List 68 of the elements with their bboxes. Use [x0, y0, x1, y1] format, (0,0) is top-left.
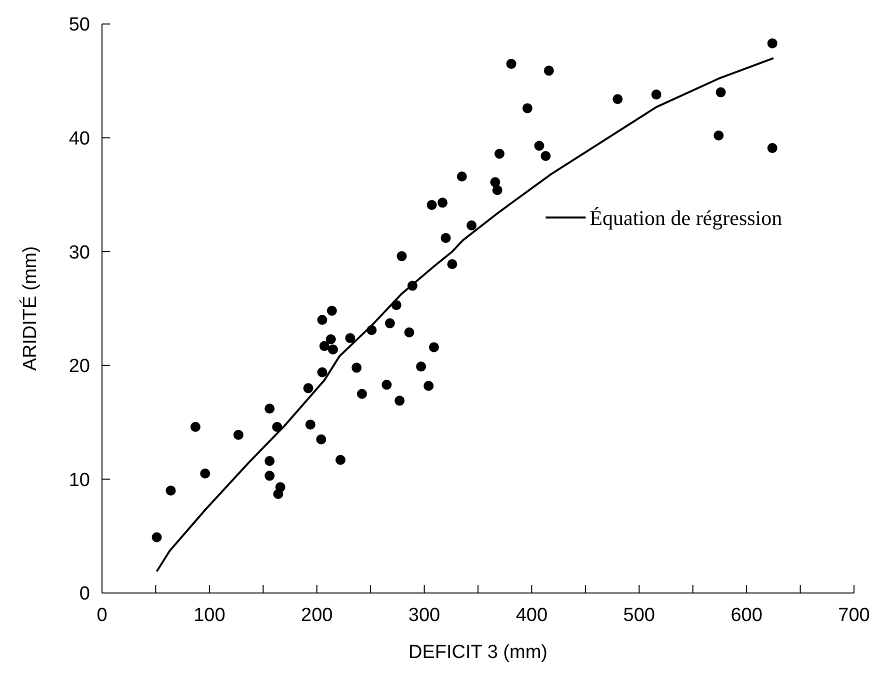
- point: [272, 422, 282, 432]
- point: [394, 396, 405, 406]
- point: [506, 58, 516, 69]
- point: [356, 388, 367, 399]
- y-tick-label: 30: [68, 242, 90, 264]
- point: [428, 342, 439, 352]
- point: [540, 151, 551, 162]
- y-tick-label: 40: [68, 128, 90, 150]
- point: [345, 333, 356, 344]
- point: [447, 259, 458, 270]
- point: [326, 334, 336, 344]
- x-tick-label: 700: [838, 605, 870, 626]
- point: [264, 404, 275, 414]
- point: [438, 198, 448, 208]
- point: [264, 456, 275, 466]
- point: [714, 130, 724, 141]
- point: [396, 251, 407, 262]
- point: [319, 341, 330, 352]
- point: [767, 143, 778, 154]
- point: [492, 185, 502, 196]
- point: [305, 420, 316, 430]
- point: [384, 318, 395, 328]
- point: [440, 232, 451, 243]
- point: [534, 140, 544, 151]
- point: [328, 344, 338, 354]
- point: [490, 177, 500, 188]
- y-axis-title: ARIDITÉ (mm): [19, 246, 41, 371]
- point: [404, 327, 414, 338]
- point: [335, 454, 346, 465]
- y-tick-label: 50: [68, 14, 90, 36]
- y-tick-label: 20: [68, 356, 90, 378]
- point: [651, 90, 662, 100]
- point: [716, 87, 726, 98]
- point: [424, 380, 434, 391]
- point: [612, 94, 623, 104]
- point: [416, 362, 426, 372]
- point: [466, 220, 477, 230]
- point: [152, 532, 162, 542]
- point: [544, 66, 554, 76]
- point: [273, 488, 284, 499]
- point: [233, 430, 244, 440]
- legend-label: Équation de régression: [590, 206, 783, 230]
- x-tick-label: 500: [623, 605, 655, 626]
- point: [317, 314, 328, 325]
- point: [522, 103, 532, 114]
- point: [326, 306, 337, 316]
- x-tick-label: 400: [516, 605, 548, 626]
- point: [456, 171, 467, 182]
- point: [382, 380, 392, 390]
- x-tick-label: 100: [194, 605, 226, 626]
- point: [494, 148, 504, 159]
- point: [317, 367, 328, 378]
- point: [166, 486, 176, 496]
- x-tick-label: 300: [408, 605, 440, 626]
- point: [200, 468, 210, 479]
- x-tick-label: 0: [96, 605, 108, 626]
- point: [316, 434, 326, 444]
- point: [426, 200, 437, 210]
- point: [303, 383, 314, 394]
- point: [352, 362, 362, 373]
- x-tick-label: 200: [301, 605, 333, 626]
- y-tick-label: 10: [68, 470, 90, 491]
- point: [190, 422, 200, 432]
- x-tick-label: 600: [730, 605, 762, 626]
- y-tick-label: 0: [79, 584, 90, 605]
- x-axis-title: DEFICIT 3 (mm): [408, 642, 548, 663]
- point: [264, 470, 275, 481]
- point: [767, 38, 778, 48]
